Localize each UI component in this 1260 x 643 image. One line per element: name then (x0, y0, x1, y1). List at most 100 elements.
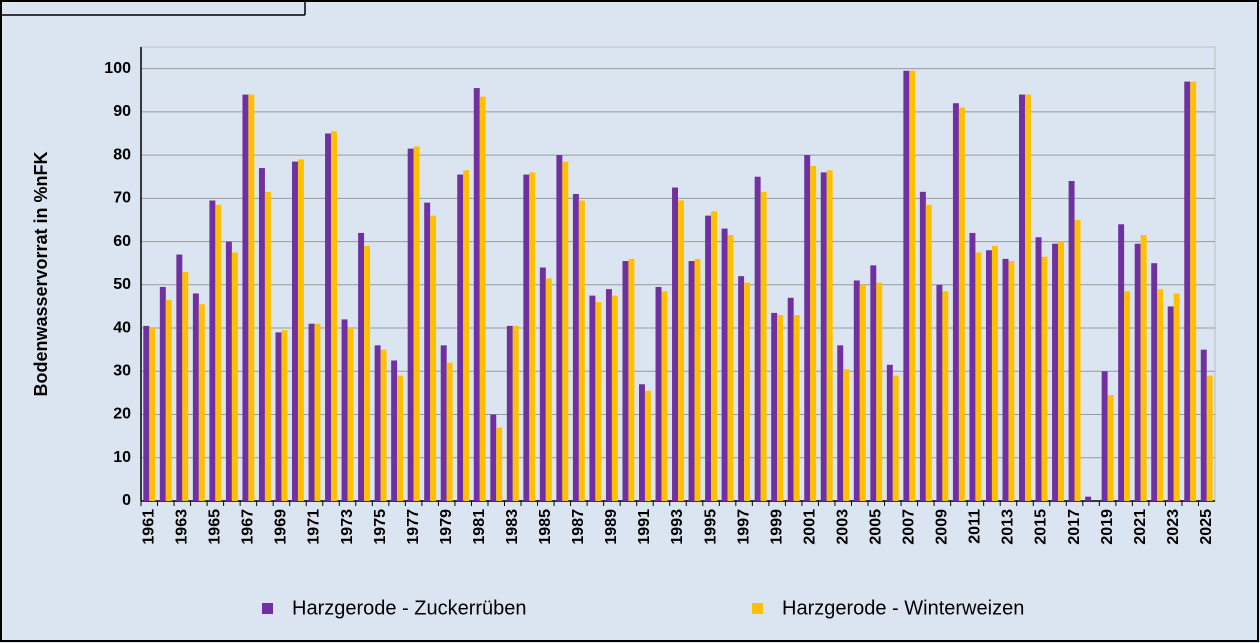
bar (1173, 293, 1180, 501)
bar (595, 302, 602, 501)
bar (523, 174, 530, 502)
x-tick-label: 1991 (636, 509, 653, 545)
y-tick-label: 0 (122, 492, 131, 509)
bar (694, 258, 701, 501)
bar (892, 375, 899, 501)
y-tick-label: 30 (113, 363, 131, 380)
bar (407, 148, 414, 501)
bar (886, 364, 893, 501)
bar (771, 312, 778, 501)
bar (985, 250, 992, 501)
bar (209, 200, 216, 501)
bar (490, 414, 497, 501)
bar (380, 349, 387, 501)
bar (975, 252, 982, 501)
bar (529, 172, 536, 501)
y-axis-title: Bodenwasservorrat in %nFK (31, 151, 51, 396)
bar (1024, 94, 1031, 502)
x-tick-label: 1967 (240, 509, 257, 545)
bar (826, 170, 833, 501)
bar (837, 345, 844, 501)
bar (611, 295, 618, 501)
bar (859, 284, 866, 501)
bar (1206, 375, 1213, 501)
bar (909, 70, 916, 502)
bar (358, 232, 365, 501)
bar (744, 282, 751, 501)
bar (678, 200, 684, 501)
bar (159, 286, 166, 501)
bar (198, 304, 205, 501)
bar (556, 155, 563, 501)
bar (639, 384, 645, 501)
bar (1041, 256, 1048, 501)
bar (605, 289, 612, 501)
bar (424, 202, 431, 501)
bar (479, 96, 486, 501)
x-tick-label: 2023 (1165, 509, 1182, 545)
bar (225, 241, 232, 502)
bar (242, 94, 249, 502)
bar (446, 362, 453, 501)
bar (231, 252, 238, 501)
bar (496, 427, 503, 501)
bar (143, 325, 150, 501)
bar (512, 325, 519, 501)
x-tick-label: 1975 (372, 509, 389, 545)
bar (727, 235, 734, 502)
x-tick-label: 1981 (471, 509, 488, 545)
bar (1058, 241, 1064, 502)
bar (1200, 349, 1207, 501)
legend-label: Harzgerode - Winterweizen (782, 597, 1024, 619)
x-tick-label: 1963 (174, 509, 191, 545)
x-tick-label: 1985 (537, 509, 554, 545)
bar (308, 323, 315, 501)
x-tick-label: 2001 (801, 509, 818, 545)
bar (1184, 81, 1191, 501)
y-tick-label: 80 (113, 146, 131, 163)
x-tick-label: 1999 (768, 509, 785, 545)
y-tick-label: 100 (104, 60, 131, 77)
bar (1085, 496, 1092, 501)
x-tick-label: 1993 (669, 509, 686, 545)
x-tick-label: 1995 (702, 509, 719, 545)
bar (1035, 237, 1042, 501)
bar (457, 174, 464, 502)
bar (1140, 235, 1147, 502)
bar (661, 291, 668, 501)
bar (463, 170, 470, 501)
x-tick-label: 1987 (570, 509, 587, 545)
bar (539, 267, 546, 501)
x-tick-label: 2011 (967, 509, 984, 544)
bar (1124, 291, 1131, 501)
y-tick-label: 50 (113, 276, 131, 293)
bar (413, 146, 420, 501)
bar (787, 297, 794, 501)
bar (738, 276, 745, 501)
x-tick-label: 2009 (934, 509, 951, 545)
y-tick-label: 10 (113, 449, 131, 466)
bar (264, 191, 271, 501)
x-tick-label: 1979 (438, 509, 455, 545)
bar (903, 70, 910, 502)
x-tick-label: 1983 (504, 509, 521, 545)
bar (925, 204, 932, 502)
bar (430, 215, 437, 501)
bar (688, 261, 695, 501)
bar (292, 161, 298, 502)
x-tick-label: 2017 (1066, 509, 1083, 545)
legend-label: Harzgerode - Zuckerrüben (292, 597, 527, 619)
bar (347, 328, 354, 501)
x-tick-label: 2005 (867, 509, 884, 545)
x-tick-label: 1997 (735, 509, 752, 545)
bar (936, 284, 943, 501)
bar (958, 107, 965, 502)
bar (473, 88, 480, 502)
bar (1157, 289, 1164, 501)
bar (440, 345, 447, 501)
bar (655, 286, 662, 501)
bar (176, 254, 183, 501)
x-tick-label: 2015 (1033, 509, 1050, 545)
